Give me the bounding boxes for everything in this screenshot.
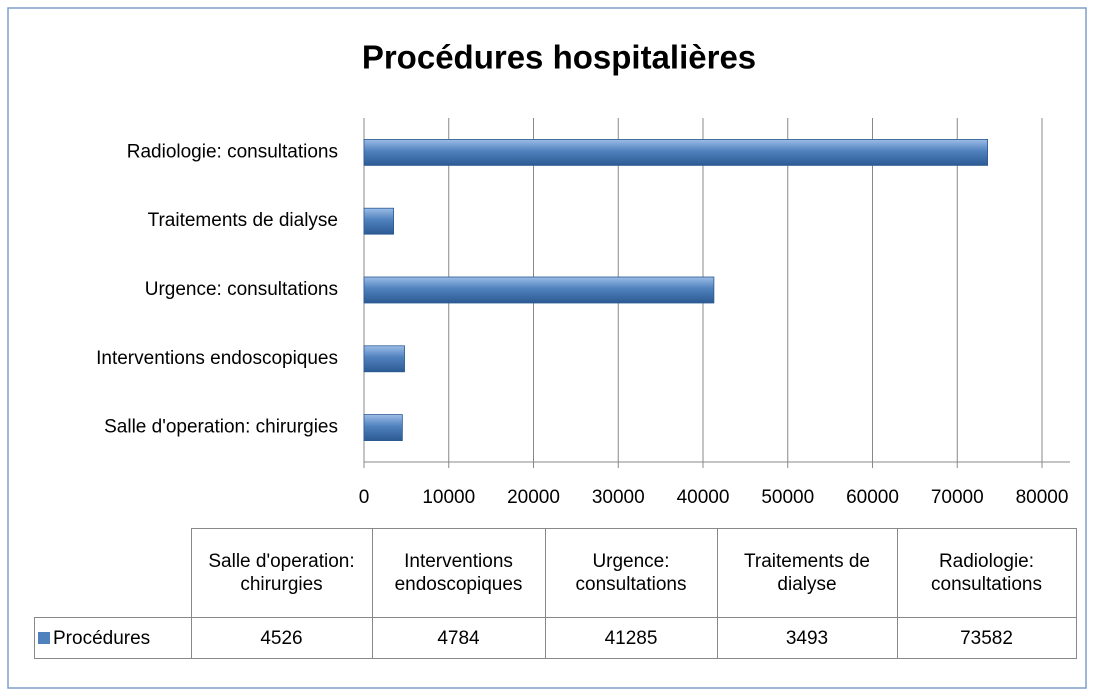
y-tick-label: Salle d'operation: chirurgies (104, 417, 338, 438)
x-tick-label: 20000 (507, 487, 560, 508)
legend-cell: Procédures (34, 617, 192, 659)
y-tick-label: Traitements de dialyse (148, 210, 338, 231)
table-header: Urgence: consultations (544, 528, 718, 618)
x-tick-label: 80000 (1016, 487, 1069, 508)
table-value: 4526 (190, 617, 373, 659)
y-tick-label: Interventions endoscopiques (96, 348, 338, 369)
value-row: Procédures 4526 4784 41285 3493 73582 (34, 617, 1077, 659)
legend-key (38, 631, 50, 644)
table-header: Traitements de dialyse (716, 528, 898, 618)
x-tick-label: 50000 (761, 487, 814, 508)
bar (363, 345, 405, 373)
bar (363, 414, 403, 442)
table-value: 4784 (371, 617, 546, 659)
bar (363, 276, 715, 304)
table-header: Interventions endoscopiques (371, 528, 546, 618)
legend-label: Procédures (53, 627, 151, 649)
chart-title: Procédures hospitalières (362, 39, 756, 76)
table-header: Salle d'operation: chirurgies (190, 528, 373, 618)
data-table: Salle d'operation: chirurgies Interventio… (34, 528, 1077, 659)
x-tick-label: 30000 (592, 487, 645, 508)
x-tick-label: 40000 (677, 487, 730, 508)
table-value: 41285 (544, 617, 718, 659)
bar (363, 207, 395, 235)
x-tick-label: 0 (359, 487, 370, 508)
bar (363, 138, 989, 166)
plot-area: 0 10000 20000 30000 40000 50000 60000 70000 8000… (96, 118, 1070, 508)
table-header: Radiologie: consultations (896, 528, 1077, 618)
table-value: 3493 (716, 617, 898, 659)
x-tick-label: 60000 (846, 487, 899, 508)
x-tick-label: 10000 (422, 487, 475, 508)
y-tick-label: Urgence: consultations (145, 279, 338, 300)
y-tick-label: Radiologie: consultations (127, 141, 338, 162)
header-row: Salle d'operation: chirurgies Interventio… (35, 528, 1077, 618)
table-value: 73582 (896, 617, 1077, 659)
x-tick-label: 70000 (931, 487, 984, 508)
